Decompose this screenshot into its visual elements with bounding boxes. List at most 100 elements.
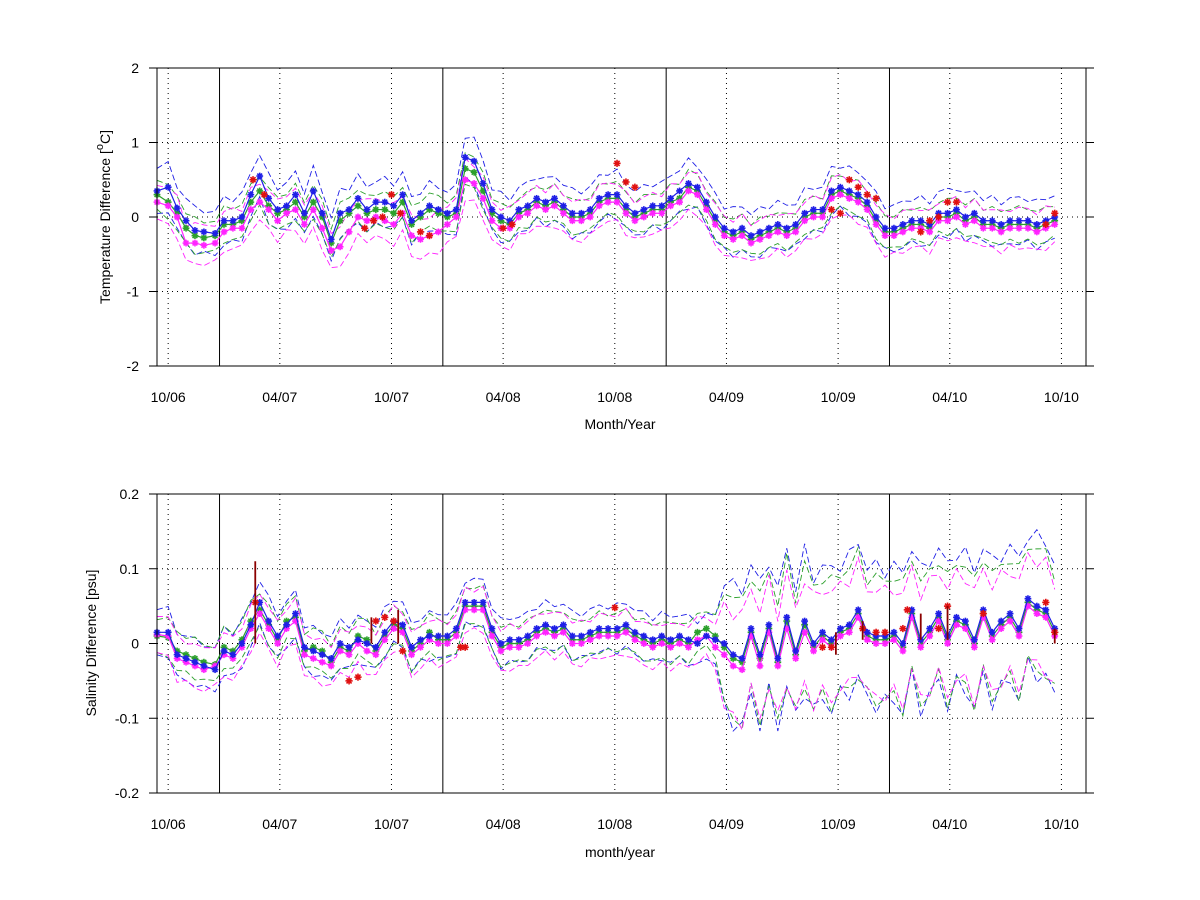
salinity-blue-point-22 xyxy=(354,636,362,644)
temperature-green-point-4 xyxy=(191,232,199,240)
temperature-magenta-point-19 xyxy=(327,247,335,254)
temperature-magenta-point-56 xyxy=(658,209,666,217)
salinity-magenta-point-91 xyxy=(970,643,978,651)
salinity-magenta-point-55 xyxy=(649,643,657,651)
temperature-blue-point-64 xyxy=(729,228,737,236)
temperature-magenta-point-81 xyxy=(881,232,889,240)
temperature-magenta-point-76 xyxy=(836,191,844,199)
temperature-observation-point-1 xyxy=(260,191,268,199)
salinity-magenta-point-28 xyxy=(408,651,415,659)
temperature-blue-point-66 xyxy=(747,232,755,240)
temperature-magenta-point-40 xyxy=(515,213,523,221)
temperature-xtick-label-7: 04/10 xyxy=(932,389,967,405)
salinity-blue-point-73 xyxy=(810,640,817,647)
temperature-magenta-point-84 xyxy=(908,224,916,232)
temperature-xtick-label-4: 10/08 xyxy=(597,389,632,405)
salinity-panel: -0.2-0.100.10.2 10/06 04/07 10/07 04/08 10/0… xyxy=(83,486,1094,860)
salinity-magenta-point-72 xyxy=(801,628,809,636)
temperature-magenta-point-68 xyxy=(765,232,773,240)
temperature-magenta-point-87 xyxy=(935,217,943,225)
temperature-blue-point-28 xyxy=(408,217,415,225)
temperature-magenta-point-16 xyxy=(300,221,308,228)
temperature-blue-point-98 xyxy=(1033,221,1041,228)
temperature-blue-point-4 xyxy=(191,227,199,234)
temperature-blue-point-18 xyxy=(318,209,326,217)
salinity-blue-point-3 xyxy=(182,655,190,662)
temperature-magenta-point-37 xyxy=(488,217,496,225)
salinity-magenta-point-63 xyxy=(720,651,728,659)
temperature-magenta-point-10 xyxy=(247,206,255,213)
temperature-blue-point-25 xyxy=(381,198,389,206)
temperature-magenta-point-11 xyxy=(256,198,264,206)
salinity-magenta-point-65 xyxy=(738,666,746,674)
salinity-magenta-point-52 xyxy=(622,628,630,636)
temperature-magenta-point-31 xyxy=(434,228,442,236)
temperature-blue-point-67 xyxy=(756,228,764,236)
salinity-blue-point-89 xyxy=(953,613,960,621)
salinity-blue-point-59 xyxy=(685,636,692,644)
temperature-blue-point-57 xyxy=(667,194,675,202)
salinity-blue-point-17 xyxy=(309,647,317,655)
temperature-observation-point-8 xyxy=(425,232,434,240)
temperature-blue-point-85 xyxy=(917,217,925,225)
temperature-blue-point-45 xyxy=(560,202,567,210)
salinity-blue-point-57 xyxy=(667,636,675,644)
temperature-blue-lower-envelope xyxy=(156,175,1055,263)
salinity-magenta-point-94 xyxy=(997,625,1005,632)
salinity-magenta-point-77 xyxy=(845,628,853,636)
temperature-blue-point-32 xyxy=(443,209,451,217)
salinity-xtick-label-8: 10/10 xyxy=(1044,816,1079,832)
salinity-observation-point-10 xyxy=(818,643,827,651)
salinity-magenta-point-64 xyxy=(729,662,737,670)
salinity-observation-point-19 xyxy=(979,610,987,618)
salinity-magenta-point-39 xyxy=(506,643,514,651)
salinity-magenta-point-59 xyxy=(685,643,692,651)
temperature-magenta-point-57 xyxy=(667,202,675,210)
temperature-blue-point-7 xyxy=(220,217,228,225)
temperature-magenta-point-74 xyxy=(819,213,826,221)
salinity-observation-point-1 xyxy=(345,677,353,685)
temperature-blue-point-10 xyxy=(247,191,255,199)
salinity-magenta-point-51 xyxy=(613,632,621,640)
temperature-blue-point-51 xyxy=(613,191,621,199)
temperature-magenta-point-93 xyxy=(988,224,996,232)
temperature-blue-point-8 xyxy=(229,217,237,225)
temperature-blue-point-95 xyxy=(1006,217,1014,225)
temperature-magenta-point-69 xyxy=(774,228,782,236)
salinity-magenta-point-24 xyxy=(372,651,380,659)
temperature-magenta-point-48 xyxy=(586,213,594,221)
temperature-blue-point-68 xyxy=(765,224,773,232)
temperature-magenta-point-29 xyxy=(417,235,424,243)
temperature-magenta-point-94 xyxy=(997,228,1005,236)
temperature-ytick-label-4: 2 xyxy=(131,60,139,76)
temperature-observation-point-9 xyxy=(499,224,507,232)
temperature-xtick-label-1: 04/07 xyxy=(262,389,297,405)
salinity-observation-point-6 xyxy=(399,647,407,655)
temperature-magenta-point-17 xyxy=(309,206,317,213)
temperature-magenta-point-73 xyxy=(810,213,817,221)
temperature-ytick-label-0: -2 xyxy=(127,358,140,374)
temperature-observations xyxy=(249,159,1059,240)
salinity-magenta-point-58 xyxy=(676,640,683,647)
salinity-blue-point-52 xyxy=(622,621,630,629)
temperature-xtick-label-0: 10/06 xyxy=(151,389,186,405)
temperature-blue-point-16 xyxy=(300,209,308,217)
salinity-xtick-label-3: 04/08 xyxy=(486,816,521,832)
temperature-magenta-point-61 xyxy=(702,206,710,213)
temperature-magenta-upper-envelope xyxy=(156,157,1055,235)
temperature-y-axis-label-superscript: o xyxy=(94,144,106,150)
salinity-blue-point-80 xyxy=(872,632,880,640)
temperature-blue-point-40 xyxy=(515,206,523,213)
temperature-magenta-point-2 xyxy=(173,213,181,221)
salinity-magenta-point-44 xyxy=(551,632,558,640)
salinity-xtick-label-6: 10/09 xyxy=(821,816,856,832)
temperature-magenta-point-66 xyxy=(747,239,755,247)
temperature-magenta-point-90 xyxy=(962,221,969,228)
temperature-observation-point-25 xyxy=(1042,220,1050,229)
temperature-magenta-point-52 xyxy=(622,209,630,217)
salinity-blue-point-18 xyxy=(318,651,326,659)
temperature-blue-point-46 xyxy=(568,209,576,217)
salinity-magenta-point-18 xyxy=(318,658,326,666)
salinity-xtick-label-2: 10/07 xyxy=(374,816,409,832)
temperature-blue-point-26 xyxy=(390,202,398,210)
